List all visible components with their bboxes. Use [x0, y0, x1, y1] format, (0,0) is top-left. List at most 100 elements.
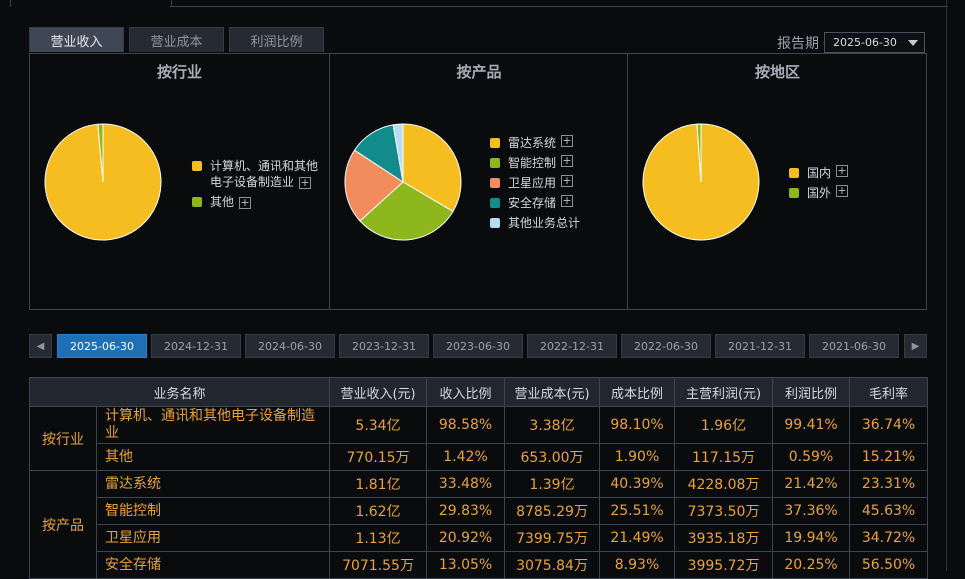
cell: 15.21% — [849, 443, 929, 471]
cell: 770.15万 — [329, 443, 428, 471]
next-dates-button[interactable]: ▶ — [904, 334, 927, 358]
tab-profit-ratio[interactable]: 利润比例 — [229, 27, 324, 52]
legend-swatch — [490, 158, 500, 168]
date-tab-2022-12-31[interactable]: 2022-12-31 — [527, 334, 617, 358]
region-legend: 国内 + 国外 + — [789, 164, 849, 205]
cell: 3075.84万 — [504, 551, 601, 579]
panel-by-region: 按地区 国内 + 国外 + — [627, 54, 927, 309]
cell: 1.13亿 — [329, 524, 428, 552]
expand-icon[interactable]: + — [836, 184, 849, 197]
date-tab-2023-06-30[interactable]: 2023-06-30 — [433, 334, 523, 358]
header-cost-ratio: 成本比例 — [599, 377, 676, 407]
pie-slice-2[interactable] — [344, 149, 404, 222]
tab-revenue[interactable]: 营业收入 — [29, 27, 124, 52]
cell: 23.31% — [849, 470, 929, 498]
legend-swatch — [192, 161, 202, 171]
legend-label: 其他 + — [210, 194, 252, 210]
panel-title: 按行业 — [156, 63, 202, 81]
header-revenue-ratio: 收入比例 — [426, 377, 506, 407]
expand-icon[interactable]: + — [239, 195, 252, 209]
tab-cost[interactable]: 营业成本 — [129, 27, 224, 52]
legend-label: 计算机、通讯和其他 电子设备制造业 + — [210, 158, 318, 190]
date-tab-2023-12-31[interactable]: 2023-12-31 — [339, 334, 429, 358]
expand-icon[interactable]: + — [561, 194, 574, 207]
cell: 8.93% — [599, 551, 676, 579]
date-tab-2024-12-31[interactable]: 2024-12-31 — [151, 334, 241, 358]
expand-icon[interactable]: + — [561, 174, 574, 187]
cell: 34.72% — [849, 524, 929, 552]
legend-label-line1: 计算机、通讯和其他 — [210, 159, 319, 173]
cell: 21.42% — [772, 470, 851, 498]
panel-title: 按产品 — [456, 63, 502, 81]
table-header-row: 业务名称 营业收入(元) 收入比例 营业成本(元) 成本比例 主营利润(元) 利… — [28, 377, 929, 407]
date-tab-2021-06-30[interactable]: 2021-06-30 — [809, 334, 899, 358]
cell: 1.62亿 — [329, 497, 428, 525]
pie-slice-1[interactable] — [359, 181, 454, 241]
legend-label: 国外 — [807, 186, 832, 200]
legend-item: 国外 + — [789, 184, 849, 201]
header-profit-ratio: 利润比例 — [772, 377, 851, 407]
cell: 37.36% — [772, 497, 851, 525]
cell: 40.39% — [599, 470, 676, 498]
legend-label: 卫星应用 — [508, 176, 557, 190]
legend-item: 卫星应用 + — [490, 175, 580, 191]
chevron-left-icon: ◀ — [36, 340, 45, 352]
header-business-name: 业务名称 — [28, 377, 331, 407]
header-gross-margin: 毛利率 — [849, 377, 929, 407]
product-pie-chart — [344, 123, 462, 241]
legend-item: 智能控制 + — [490, 155, 580, 171]
expand-icon[interactable]: + — [299, 175, 312, 189]
date-tab-2025-06-30[interactable]: 2025-06-30 — [57, 334, 147, 358]
date-tab-2021-12-31[interactable]: 2021-12-31 — [715, 334, 805, 358]
industry-pie-chart — [44, 123, 162, 241]
legend-label-line2: 电子设备制造业 — [210, 175, 295, 189]
panel-by-industry: 按行业 计算机、通讯和其他 电子设备制造业 + 其他 + — [30, 54, 329, 309]
cell: 1.39亿 — [504, 470, 601, 498]
cell: 20.92% — [426, 524, 506, 552]
legend-label: 其他业务总计 — [508, 216, 581, 230]
legend-swatch — [490, 138, 500, 148]
cell: 19.94% — [772, 524, 851, 552]
expand-icon[interactable]: + — [561, 154, 574, 167]
cell: 29.83% — [426, 497, 506, 525]
caret-down-icon — [908, 40, 918, 46]
cell: 56.50% — [849, 551, 929, 579]
region-pie-chart — [642, 123, 760, 241]
legend-swatch — [490, 198, 500, 208]
legend-item: 雷达系统 + — [490, 135, 580, 151]
prev-dates-button[interactable]: ◀ — [29, 334, 52, 358]
cell: 117.15万 — [674, 443, 774, 471]
cell: 25.51% — [599, 497, 676, 525]
pie-slice-4[interactable] — [392, 123, 404, 183]
pie-slice-1[interactable] — [97, 123, 104, 183]
panel-title: 按地区 — [754, 63, 800, 81]
header-profit: 主营利润(元) — [674, 377, 774, 407]
expand-icon[interactable]: + — [561, 134, 574, 147]
pie-slice-0[interactable] — [402, 123, 462, 213]
cell: 1.42% — [426, 443, 506, 471]
legend-item: 安全存储 + — [490, 195, 580, 211]
legend-item: 计算机、通讯和其他 电子设备制造业 + — [192, 158, 318, 190]
category-cell: 按行业 — [29, 406, 97, 471]
date-tab-2024-06-30[interactable]: 2024-06-30 — [245, 334, 335, 358]
table-row: 按行业 计算机、通讯和其他电子设备制造业 5.34亿 98.58% 3.38亿 … — [29, 406, 929, 471]
business-name-cell: 卫星应用 — [95, 524, 331, 552]
report-period-select[interactable]: 2025-06-30 — [824, 32, 925, 53]
legend-swatch — [789, 188, 799, 198]
cell: 45.63% — [849, 497, 929, 525]
business-name-cell: 计算机、通讯和其他电子设备制造业 — [95, 406, 331, 444]
date-tab-2022-06-30[interactable]: 2022-06-30 — [621, 334, 711, 358]
report-period-label: 报告期 — [777, 36, 819, 52]
expand-icon[interactable]: + — [836, 164, 849, 177]
cell: 33.48% — [426, 470, 506, 498]
header-revenue: 营业收入(元) — [329, 377, 428, 407]
business-composition-table: 业务名称 营业收入(元) 收入比例 营业成本(元) 成本比例 主营利润(元) 利… — [28, 377, 929, 579]
legend-swatch — [490, 178, 500, 188]
cell: 7071.55万 — [329, 551, 428, 579]
cell: 20.25% — [772, 551, 851, 579]
header-cost: 营业成本(元) — [504, 377, 601, 407]
pie-slice-1[interactable] — [696, 123, 702, 183]
business-name-cell: 雷达系统 — [95, 470, 331, 498]
pie-charts-area: 按行业 计算机、通讯和其他 电子设备制造业 + 其他 + 按产品 雷达系统 + — [29, 53, 927, 310]
date-tab-bar: ◀ 2025-06-30 2024-12-31 2024-06-30 2023-… — [29, 334, 927, 358]
